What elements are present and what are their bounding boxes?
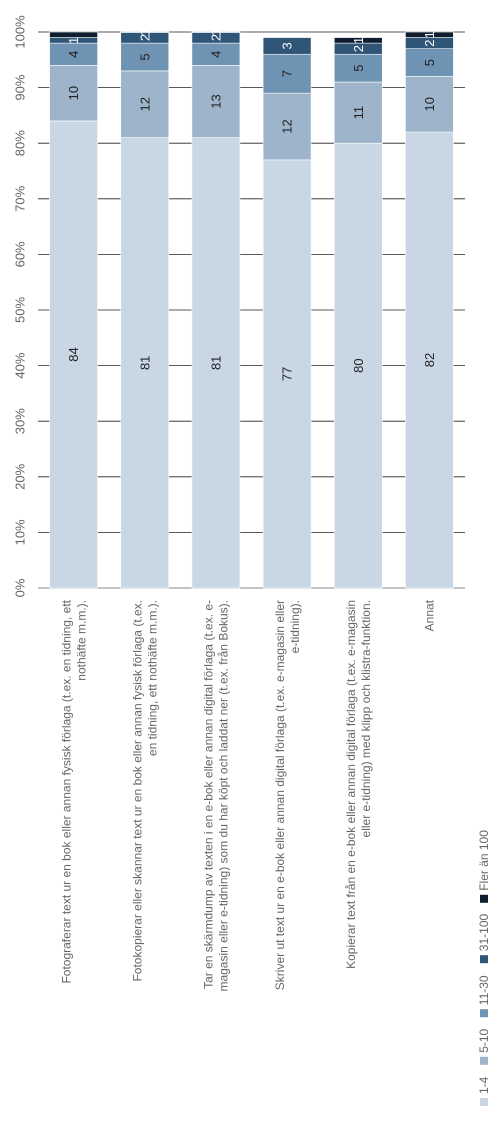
data-label: 1 [351, 37, 366, 44]
y-tick-label: 0% [13, 578, 28, 597]
category-label: Skriver ut text ur en e-bok eller annan … [273, 600, 287, 990]
y-tick-label: 30% [13, 408, 28, 434]
bar-segment [333, 81, 383, 144]
bar-segment [191, 31, 241, 33]
bar-segment [405, 31, 454, 38]
data-label: 1 [422, 31, 437, 38]
data-label: 5 [351, 65, 366, 72]
bar-segment [333, 37, 383, 44]
category-label: en tidning, ett nothäfte m.m.). [145, 600, 159, 756]
data-label: 2 [137, 34, 152, 41]
legend-swatch [480, 1056, 488, 1065]
category-label: e-tidning). [288, 600, 302, 653]
bar-segment [191, 65, 241, 138]
category-label: Tar en skärmdump av texten i en e-bok el… [202, 600, 216, 989]
data-label: 84 [66, 347, 81, 361]
bar-segment [191, 137, 241, 589]
bar-segment [405, 76, 454, 133]
bar-segment [120, 70, 170, 138]
legend-label: 11-30 [477, 975, 491, 1005]
bar-segment [262, 53, 312, 94]
bar-segment [49, 120, 98, 589]
data-label: 4 [208, 51, 223, 58]
legend-label: 5-10 [477, 1028, 491, 1052]
category-label: Fotokopierar eller skannar text ur en bo… [130, 600, 144, 982]
data-label: 2 [208, 34, 223, 41]
category-label: eller e-tidning) med klipp och klistra-f… [359, 600, 373, 837]
y-tick-label: 20% [13, 463, 28, 489]
data-label: 82 [422, 353, 437, 367]
data-label: 1 [66, 37, 81, 44]
data-label: 2 [422, 40, 437, 47]
bar-segment [333, 53, 383, 83]
data-label: 5 [422, 59, 437, 66]
category-label: magasin eller e-tidning) som du har köpt… [217, 600, 231, 992]
data-label: 1 [137, 28, 152, 35]
data-label: 81 [137, 356, 152, 370]
y-tick-label: 10% [13, 519, 28, 545]
data-label: 7 [280, 70, 295, 77]
data-label: 4 [66, 51, 81, 58]
legend-label: 31-100 [477, 914, 491, 952]
legend-swatch [480, 1009, 488, 1018]
bar-segment [405, 48, 454, 77]
data-label: 1 [208, 28, 223, 35]
y-tick-label: 100% [13, 15, 28, 49]
bar-segment [120, 42, 170, 72]
data-label: 11 [351, 106, 366, 120]
legend-swatch [480, 1098, 488, 1106]
bar-segment [262, 37, 312, 55]
data-label: 13 [208, 94, 223, 108]
legend-label: 1-4 [477, 1076, 491, 1094]
bar-segment [120, 137, 170, 589]
y-tick-label: 60% [13, 241, 28, 267]
legend-swatch [480, 955, 488, 964]
category-label: Annat [423, 599, 437, 631]
bar-segment [262, 92, 312, 161]
bar-segment [120, 31, 170, 33]
data-label: 12 [280, 119, 295, 133]
y-tick-label: 50% [13, 297, 28, 323]
legend-swatch [480, 894, 488, 903]
y-tick-label: 90% [13, 74, 28, 100]
category-label: Fotograferar text ur en bok eller annan … [59, 599, 73, 983]
bar-segment [49, 65, 98, 122]
y-tick-label: 70% [13, 185, 28, 211]
data-label: 81 [208, 356, 223, 370]
data-label: 80 [351, 358, 366, 372]
data-label: 77 [280, 367, 295, 381]
data-label: 12 [137, 97, 152, 111]
bar-segment [49, 31, 98, 38]
bar-segment [333, 142, 383, 589]
category-label: nothäfte m.m.). [74, 600, 88, 681]
y-tick-label: 40% [13, 352, 28, 378]
y-tick-label: 80% [13, 130, 28, 156]
data-label: 5 [137, 53, 152, 60]
category-label: Kopierar text från en e-bok eller annan … [344, 600, 358, 969]
bar-segment [262, 159, 312, 589]
data-label: 2 [351, 45, 366, 52]
data-label: 10 [422, 97, 437, 111]
data-label: 10 [66, 86, 81, 100]
data-label: 3 [280, 42, 295, 49]
bar-segment [405, 131, 454, 589]
legend-label: Fler än 100 [477, 830, 491, 891]
